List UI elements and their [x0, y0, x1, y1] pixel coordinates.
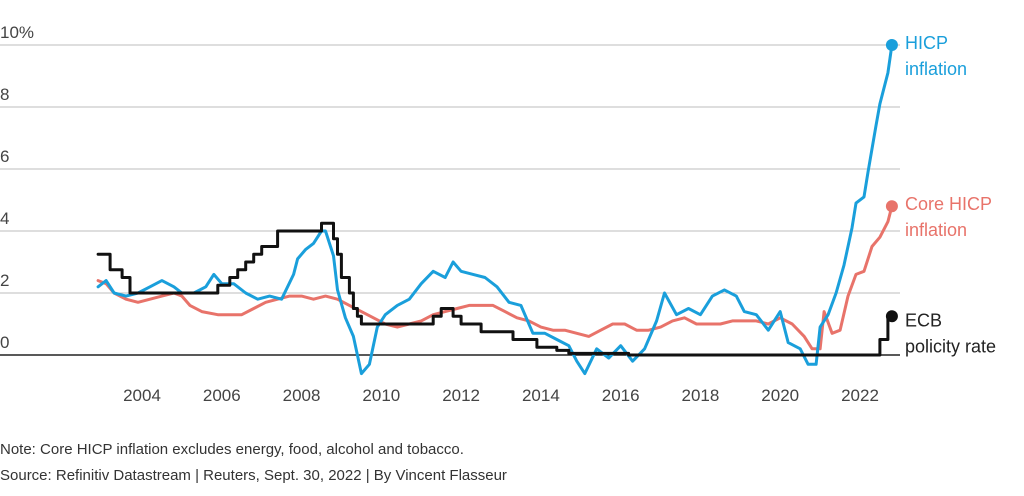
x-tick-label: 2006 — [203, 386, 241, 405]
chart-note: Note: Core HICP inflation excludes energ… — [0, 441, 464, 458]
series-line-hicp-inflation — [96, 43, 894, 376]
x-tick-label: 2022 — [841, 386, 879, 405]
series-endpoint-core-hicp-inflation — [885, 200, 898, 213]
line-chart: 10% 8 6 4 2 0 2004 2006 2008 2010 2012 2014 2016 201… — [0, 23, 996, 405]
x-tick-label: 2014 — [522, 386, 560, 405]
y-tick-label: 2 — [0, 271, 9, 290]
y-tick-label: 10% — [0, 23, 34, 42]
series-lines — [96, 39, 898, 376]
series-label-ecb-policity-rate: policity rate — [905, 336, 996, 356]
series-label-hicp-inflation: inflation — [905, 59, 967, 79]
series-label-hicp-inflation: HICP — [905, 33, 948, 53]
x-tick-label: 2008 — [283, 386, 321, 405]
series-label-ecb-policity-rate: ECB — [905, 310, 942, 330]
x-tick-label: 2020 — [761, 386, 799, 405]
y-axis-ticks: 10% 8 6 4 2 0 — [0, 23, 34, 352]
series-line-core-hicp-inflation — [96, 204, 894, 351]
series-endpoint-hicp-inflation — [885, 39, 898, 51]
x-tick-label: 2010 — [362, 386, 400, 405]
series-line-ecb-policity-rate — [96, 221, 894, 357]
x-tick-label: 2004 — [123, 386, 161, 405]
y-tick-label: 8 — [0, 85, 9, 104]
y-tick-label: 0 — [0, 333, 9, 352]
x-axis-ticks: 2004 2006 2008 2010 2012 2014 2016 2018 2020 2022 — [123, 386, 879, 405]
y-tick-label: 6 — [0, 147, 9, 166]
x-tick-label: 2016 — [602, 386, 640, 405]
x-tick-label: 2012 — [442, 386, 480, 405]
chart-source: Source: Refinitiv Datastream | Reuters, … — [0, 467, 507, 484]
series-endpoint-ecb-policity-rate — [885, 310, 898, 323]
series-labels: Core HICP inflation HICP inflation ECB polici… — [905, 33, 996, 356]
y-tick-label: 4 — [0, 209, 9, 228]
series-label-core-hicp-inflation: Core HICP — [905, 194, 992, 214]
series-label-core-hicp-inflation: inflation — [905, 220, 967, 240]
x-tick-label: 2018 — [682, 386, 720, 405]
